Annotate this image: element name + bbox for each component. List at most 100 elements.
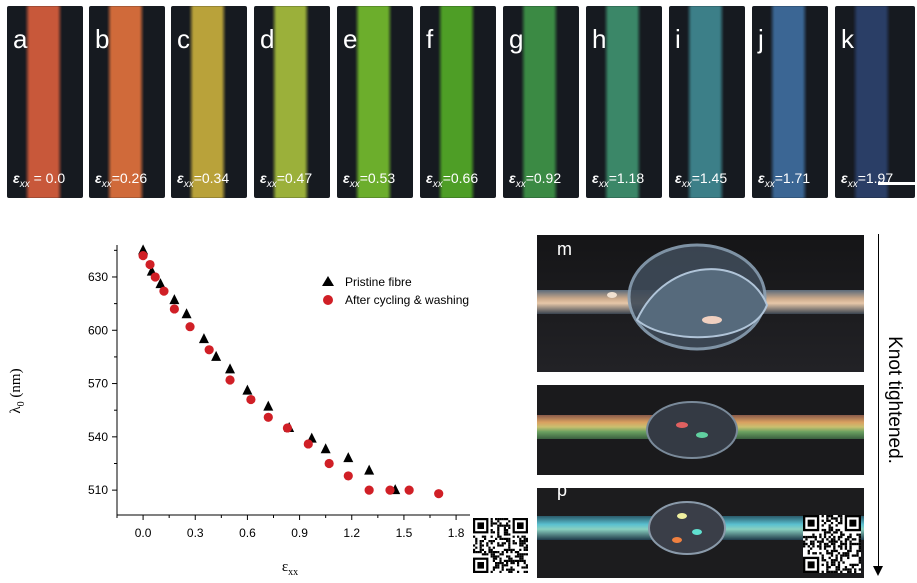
qr-module: [501, 544, 504, 547]
strain-value: =0.92: [525, 170, 562, 186]
qr-module: [497, 526, 500, 529]
qr-module: [497, 566, 500, 569]
qr-module: [501, 562, 504, 565]
qr-module: [508, 570, 511, 573]
panel-strain-label: εxx=0.26: [95, 170, 147, 190]
qr-module: [847, 535, 850, 539]
qr-module: [849, 547, 852, 550]
qr-module: [849, 563, 852, 567]
qr-module: [506, 540, 509, 543]
strain-symbol: ε: [13, 170, 20, 186]
qr-module: [492, 540, 495, 543]
qr-module: [823, 533, 827, 536]
qr-module: [486, 544, 489, 547]
qr-module: [830, 538, 834, 541]
qr-module: [508, 568, 511, 571]
qr-module: [525, 564, 528, 567]
qr-module: [488, 551, 491, 554]
legend-marker-pristine: [322, 276, 334, 286]
qr-module: [844, 545, 848, 548]
qr-module: [833, 561, 836, 564]
qr-module: [479, 540, 482, 543]
qr-module: [835, 559, 838, 562]
qr-module: [830, 559, 834, 562]
qr-module: [481, 548, 484, 551]
strain-subscript: xx: [847, 178, 858, 190]
qr-module: [506, 518, 509, 521]
qr-module: [833, 549, 836, 553]
strain-symbol: ε: [95, 170, 102, 186]
qr-module: [821, 554, 824, 557]
qr-module: [492, 568, 495, 571]
strain-panel-f: f εxx=0.66: [420, 6, 496, 198]
qr-module: [849, 533, 852, 536]
strain-subscript: xx: [183, 178, 194, 190]
qr-module: [503, 548, 506, 551]
panel-strain-label: εxx=0.66: [426, 170, 478, 190]
data-point-pristine: [225, 363, 236, 374]
qr-module: [473, 548, 476, 551]
qr-module: [499, 553, 502, 556]
qr-module: [847, 552, 850, 555]
qr-module: [501, 518, 504, 521]
y-tick-label: 540: [88, 430, 108, 444]
x-tick-label: 0.9: [291, 526, 308, 540]
qr-module: [826, 517, 829, 520]
qr-module: [809, 535, 813, 539]
qr-module: [525, 553, 528, 556]
qr-module: [826, 570, 829, 573]
qr-module: [475, 551, 478, 554]
qr-module: [508, 542, 511, 545]
qr-module: [833, 540, 836, 543]
strain-panel-g: g εxx=0.92: [503, 6, 579, 198]
strain-panel-h: h εxx=1.18: [586, 6, 662, 198]
x-tick-label: 0.0: [135, 526, 152, 540]
strain-symbol: ε: [509, 170, 516, 186]
qr-module: [521, 555, 524, 558]
qr-module: [473, 544, 476, 547]
qr-module: [501, 566, 504, 569]
qr-module: [492, 559, 495, 562]
qr-module: [833, 535, 836, 539]
qr-module: [497, 533, 500, 536]
qr-module: [508, 544, 511, 547]
qr-module: [479, 551, 482, 554]
qr-module: [523, 562, 526, 565]
x-tick-label: 1.2: [343, 526, 360, 540]
strain-subscript: xx: [432, 178, 443, 190]
qr-module: [503, 524, 506, 527]
qr-module: [816, 545, 820, 548]
panel-strain-label: εxx=1.97: [841, 170, 893, 190]
qr-module: [803, 535, 806, 539]
panel-strain-label: εxx=1.71: [758, 170, 810, 190]
qr-module: [821, 519, 824, 522]
qr-module: [503, 537, 506, 540]
qr-module: [858, 559, 861, 562]
qr-module: [501, 553, 504, 556]
qr-module: [805, 538, 808, 541]
qr-module: [503, 542, 506, 545]
panel-letter: i: [675, 24, 681, 54]
qr-module: [849, 570, 852, 573]
qr-module: [475, 537, 478, 540]
qr-module: [503, 529, 506, 532]
chart-marks: [138, 244, 444, 499]
panel-letter: d: [260, 24, 275, 54]
qr-module: [508, 557, 511, 560]
qr-module: [490, 531, 493, 534]
qr-module: [823, 547, 827, 550]
qr-module: [495, 564, 498, 567]
x-axis-label: εxx: [282, 559, 298, 578]
qr-module: [490, 524, 493, 527]
qr-module: [475, 542, 478, 545]
qr-module: [517, 559, 520, 562]
qr-module: [495, 562, 498, 565]
qr-module: [826, 538, 829, 541]
qr-module: [517, 535, 520, 538]
qr-finder-core: [517, 522, 524, 529]
qr-module: [840, 545, 843, 548]
qr-module: [847, 570, 850, 573]
qr-module: [840, 542, 843, 546]
qr-module: [497, 562, 500, 565]
qr-module: [823, 531, 827, 534]
